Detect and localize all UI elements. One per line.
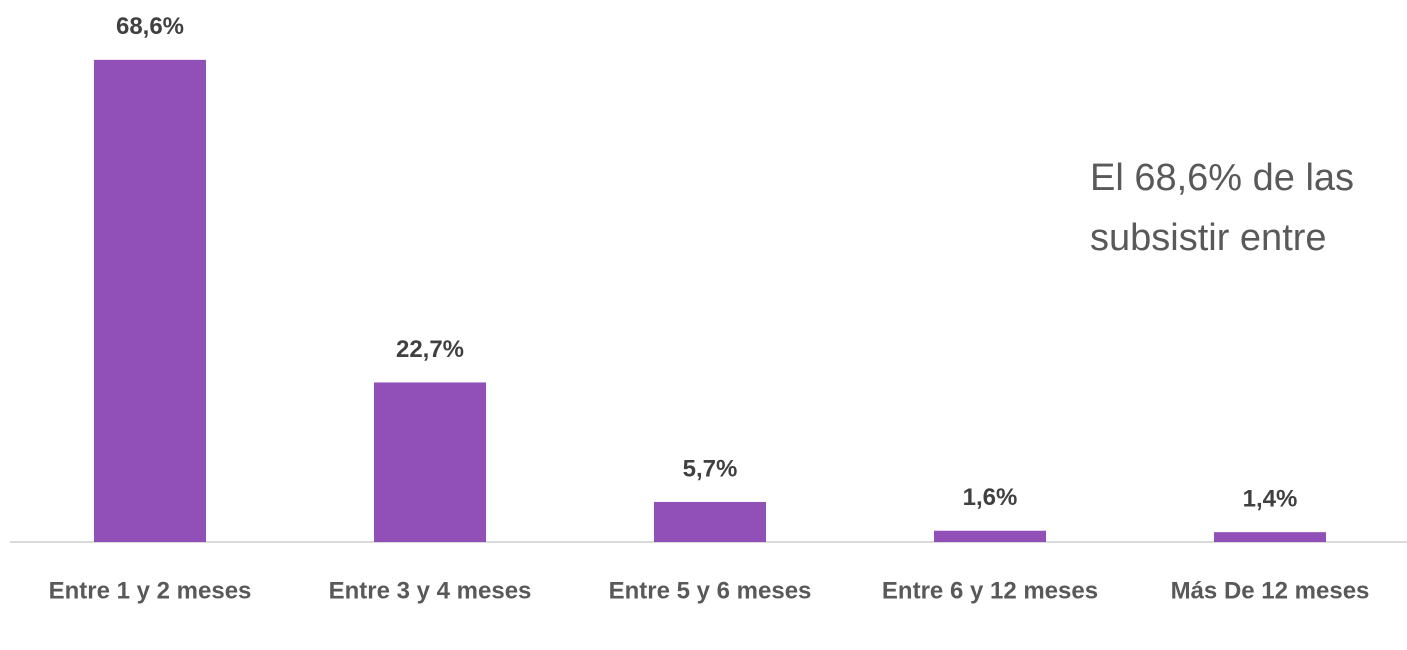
bar (934, 530, 1046, 542)
x-tick-label: Más De 12 meses (1171, 577, 1370, 604)
x-tick-label: Entre 5 y 6 meses (609, 577, 812, 604)
bar (1214, 532, 1326, 542)
x-tick-label: Entre 3 y 4 meses (329, 577, 532, 604)
annotation: El 68,6% de las (1090, 157, 1354, 199)
x-tick-label: Entre 1 y 2 meses (49, 577, 252, 604)
x-tick-label: Entre 6 y 12 meses (882, 577, 1098, 604)
bar (374, 382, 486, 542)
data-label: 68,6% (116, 13, 184, 40)
data-label: 1,4% (1243, 486, 1298, 513)
annotation: subsistir entre (1090, 217, 1327, 259)
bar (94, 59, 206, 543)
data-label: 22,7% (396, 336, 464, 363)
data-label: 1,6% (963, 484, 1018, 511)
data-label: 5,7% (683, 455, 738, 482)
bar (654, 501, 766, 542)
